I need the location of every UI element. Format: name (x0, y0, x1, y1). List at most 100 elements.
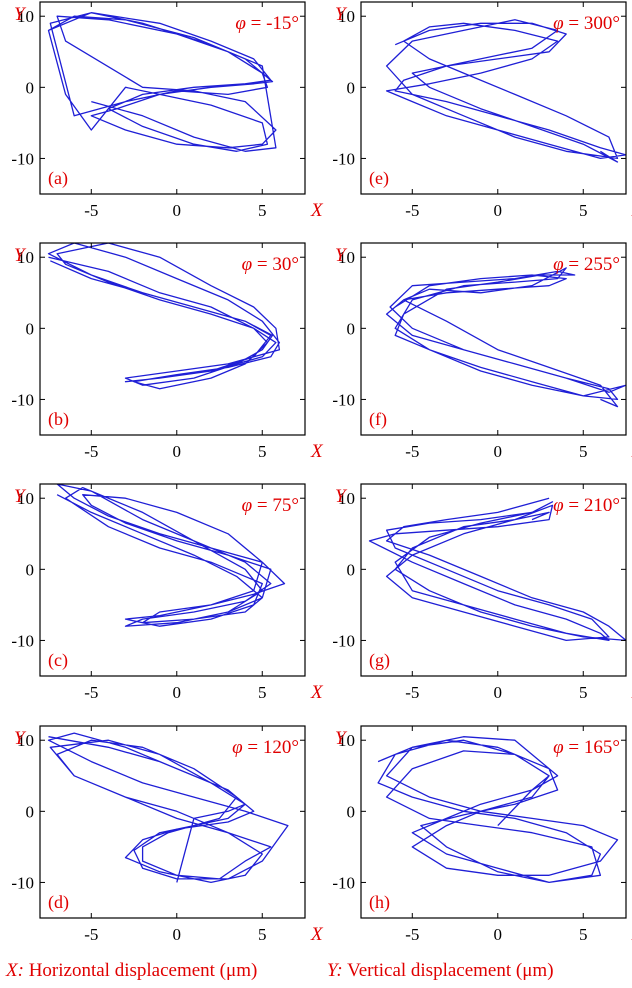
phase-symbol-h: φ (553, 737, 564, 758)
phase-annotation-f: φ = 255° (553, 254, 620, 275)
trajectory-line-c (56, 484, 286, 627)
axes-frame-e (360, 1, 627, 195)
phase-symbol-f: φ (553, 254, 564, 275)
phase-symbol-d: φ (232, 737, 243, 758)
x-tick-label-h: -5 (405, 925, 419, 944)
axes-frame-b (39, 242, 306, 436)
x-tick-label-g: 5 (579, 683, 588, 702)
y-tick-label-a: 10 (17, 7, 34, 26)
x-tick-label-c: 5 (258, 683, 267, 702)
panel-label-e: (e) (369, 168, 389, 189)
y-axis-label-h: Y (335, 728, 348, 749)
x-tick-label-f: 5 (579, 442, 588, 461)
phase-annotation-a: φ = -15° (235, 13, 299, 34)
y-tick-label-f: 0 (347, 319, 356, 338)
y-tick-label-g: -10 (332, 631, 355, 650)
axes-frame-f (360, 242, 627, 436)
y-tick-label-d: 0 (26, 802, 35, 821)
y-axis-label-f: Y (335, 245, 348, 266)
phase-value-e: = 300° (564, 13, 620, 34)
trajectory-line-g (368, 497, 626, 642)
trajectory-line-b (47, 243, 281, 390)
phase-value-d: = 120° (243, 737, 299, 758)
panel-a: -5 0 5 10 0 -10 X Y φ = -15° (a) (11, 1, 324, 221)
trajectory-line-h (377, 736, 619, 884)
x-tick-label-c: 0 (173, 683, 182, 702)
y-tick-label-g: 0 (347, 560, 356, 579)
phase-value-g: = 210° (564, 495, 620, 516)
phase-annotation-c: φ = 75° (242, 495, 299, 516)
y-axis-label-e: Y (335, 4, 348, 25)
panel-label-a: (a) (48, 168, 68, 189)
trajectory-line-f (385, 267, 626, 408)
y-tick-label-c: -10 (11, 631, 34, 650)
x-tick-label-a: 0 (173, 201, 182, 220)
axes-frame-h (360, 725, 627, 919)
x-tick-label-h: 0 (494, 925, 503, 944)
phase-annotation-b: φ = 30° (242, 254, 299, 275)
x-axis-label-b: X (310, 441, 324, 462)
y-axis-label-g: Y (335, 486, 348, 507)
x-tick-label-a: -5 (84, 201, 98, 220)
panel-d: -5 0 5 10 0 -10 X Y φ = 120° (d) (11, 725, 324, 945)
y-axis-label-a: Y (14, 4, 27, 25)
y-caption-symbol: Y: (327, 960, 343, 981)
y-tick-label-b: 0 (26, 319, 35, 338)
x-axis-label-a: X (310, 200, 324, 221)
x-tick-label-e: 0 (494, 201, 503, 220)
phase-value-h: = 165° (564, 737, 620, 758)
y-tick-label-f: -10 (332, 390, 355, 409)
trajectory-line-a (47, 12, 277, 152)
x-tick-label-h: 5 (579, 925, 588, 944)
x-tick-label-d: -5 (84, 925, 98, 944)
x-tick-label-f: -5 (405, 442, 419, 461)
axes-frame-c (39, 483, 306, 677)
y-tick-label-a: -10 (11, 149, 34, 168)
x-tick-label-c: -5 (84, 683, 98, 702)
phase-value-f: = 255° (564, 254, 620, 275)
panel-label-b: (b) (48, 409, 69, 430)
phase-symbol-g: φ (553, 495, 564, 516)
y-tick-label-e: -10 (332, 149, 355, 168)
panel-b: -5 0 5 10 0 -10 X Y φ = 30° (b) (11, 242, 324, 462)
y-tick-label-a: 0 (26, 78, 35, 97)
x-tick-label-g: 0 (494, 683, 503, 702)
phase-value-a: = -15° (246, 13, 299, 34)
trajectory-line-e (385, 19, 626, 163)
x-axis-label-d: X (310, 924, 324, 945)
y-tick-label-c: 0 (26, 560, 35, 579)
phase-symbol-b: φ (242, 254, 253, 275)
x-tick-label-b: 5 (258, 442, 267, 461)
axes-frame-a (39, 1, 306, 195)
y-tick-label-d: -10 (11, 873, 34, 892)
panel-label-c: (c) (48, 650, 68, 671)
x-tick-label-f: 0 (494, 442, 503, 461)
y-tick-label-f: 10 (338, 248, 355, 267)
x-axis-caption: X: Horizontal displacement (μm) (6, 960, 257, 984)
y-tick-label-b: -10 (11, 390, 34, 409)
phase-value-c: = 75° (252, 495, 299, 516)
x-tick-label-d: 5 (258, 925, 267, 944)
axes-frame-d (39, 725, 306, 919)
phase-symbol-c: φ (242, 495, 253, 516)
y-axis-label-d: Y (14, 728, 27, 749)
phase-annotation-h: φ = 165° (553, 737, 620, 758)
x-caption-symbol: X: (6, 960, 24, 981)
phase-annotation-e: φ = 300° (553, 13, 620, 34)
x-tick-label-b: -5 (84, 442, 98, 461)
x-axis-label-c: X (310, 682, 324, 703)
x-tick-label-e: -5 (405, 201, 419, 220)
y-tick-label-h: -10 (332, 873, 355, 892)
trajectory-line-d (47, 732, 289, 884)
y-tick-label-e: 10 (338, 7, 355, 26)
y-tick-label-h: 10 (338, 731, 355, 750)
y-tick-label-b: 10 (17, 248, 34, 267)
phase-value-b: = 30° (252, 254, 299, 275)
y-tick-label-d: 10 (17, 731, 34, 750)
phase-symbol-e: φ (553, 13, 564, 34)
y-axis-caption: Y: Vertical displacement (μm) (327, 960, 554, 984)
